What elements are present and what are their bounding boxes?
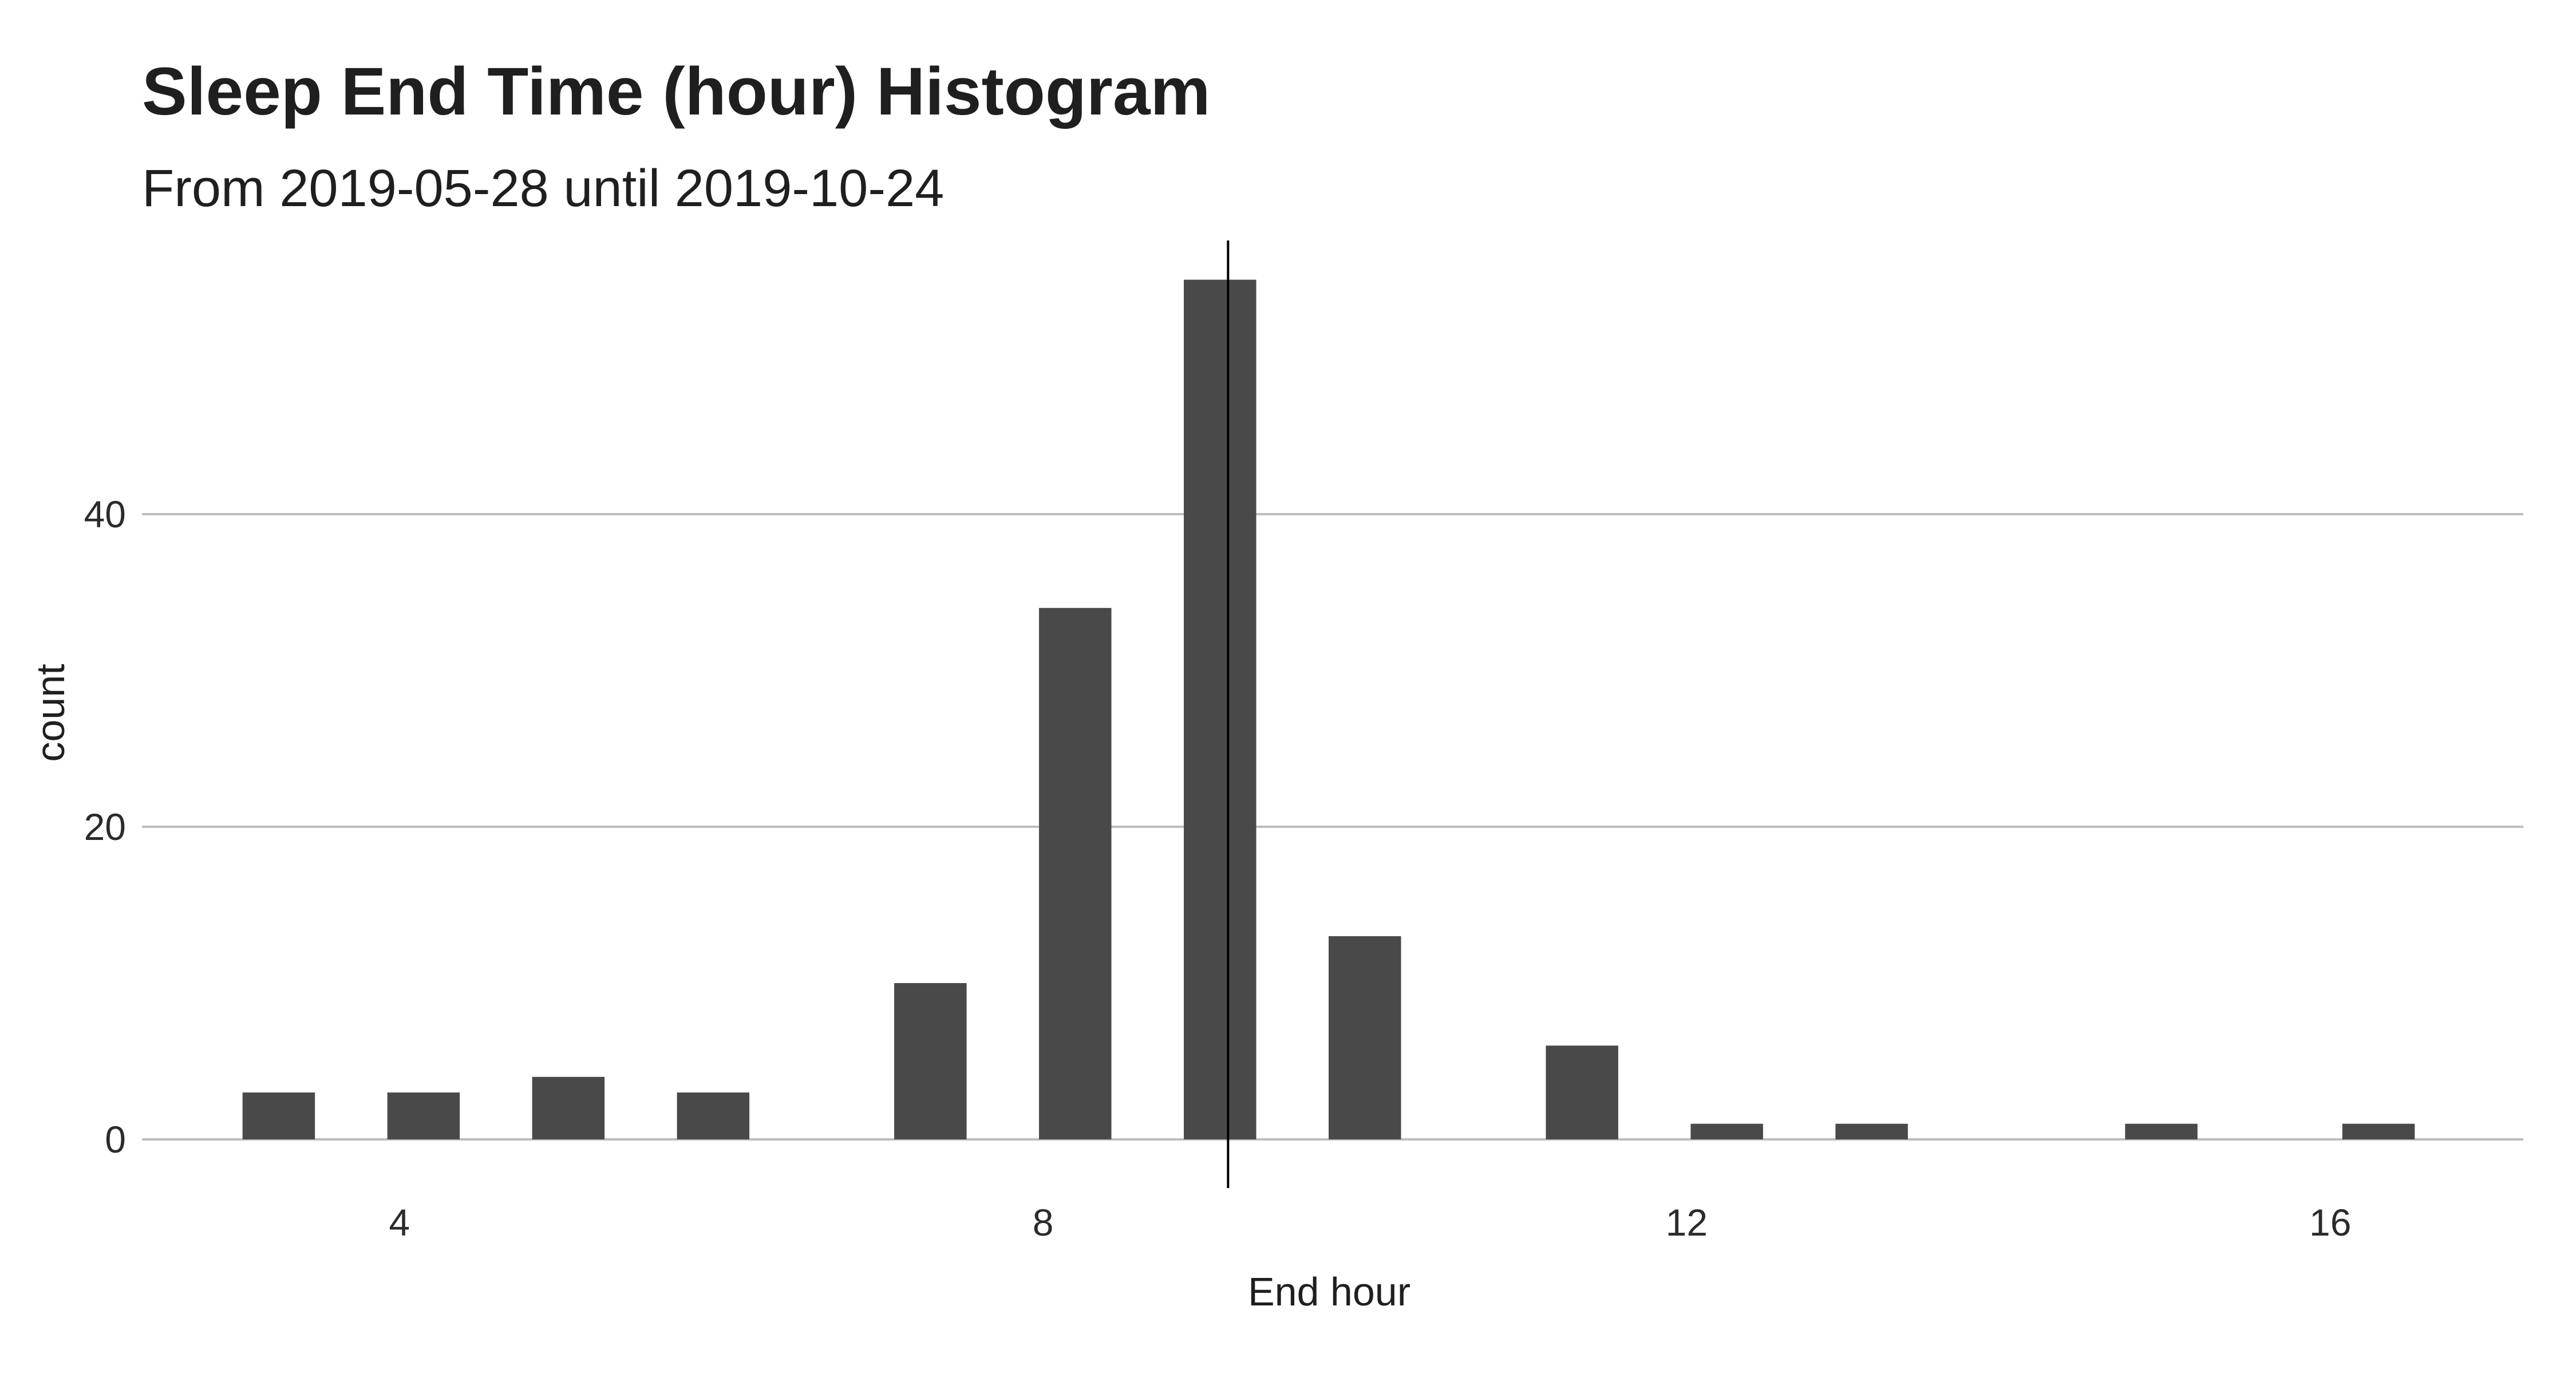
histogram-bar	[387, 1092, 460, 1139]
y-tick-label: 20	[84, 806, 126, 848]
histogram-bar	[1184, 279, 1257, 1139]
histogram-bar	[894, 983, 967, 1139]
chart-subtitle: From 2019-05-28 until 2019-10-24	[142, 159, 944, 218]
y-tick-label: 40	[84, 493, 126, 535]
x-axis-label: End hour	[1248, 1269, 1411, 1314]
bars	[242, 279, 2415, 1139]
histogram-bar	[242, 1092, 315, 1139]
y-tick-label: 0	[105, 1118, 126, 1161]
x-tick-label: 8	[1033, 1201, 1054, 1244]
histogram-bar	[532, 1076, 605, 1139]
x-tick-label: 16	[2309, 1201, 2351, 1244]
histogram-bar	[1328, 936, 1401, 1139]
chart-title: Sleep End Time (hour) Histogram	[142, 54, 1210, 129]
histogram-bar	[1690, 1123, 1763, 1139]
histogram-bar	[2342, 1123, 2415, 1139]
y-axis-label: count	[28, 664, 73, 762]
y-tick-labels: 0 20 40	[84, 493, 126, 1161]
histogram-bar	[1039, 607, 1112, 1139]
x-tick-label: 12	[1666, 1201, 1708, 1244]
x-tick-label: 4	[389, 1201, 410, 1244]
x-tick-labels: 4 8 12 16	[389, 1201, 2351, 1244]
histogram-bar	[1835, 1123, 1908, 1139]
histogram-bar	[1546, 1045, 1618, 1139]
histogram-bar	[2125, 1123, 2198, 1139]
histogram-bar	[677, 1092, 750, 1139]
